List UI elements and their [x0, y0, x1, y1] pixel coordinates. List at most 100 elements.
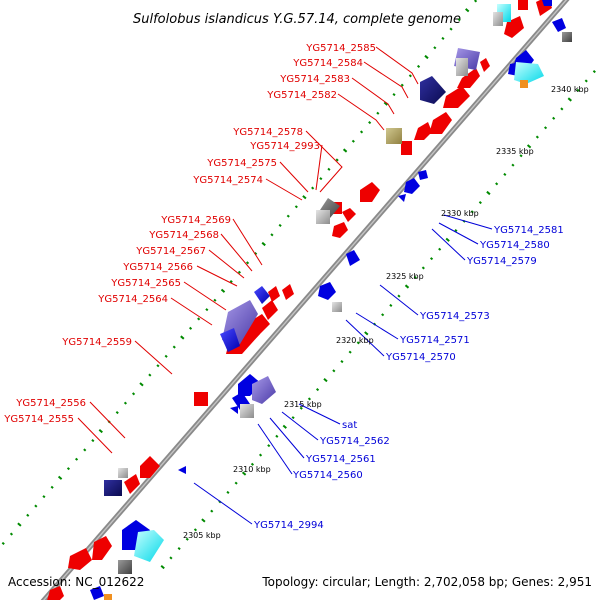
gene-arrow-forward — [414, 122, 432, 140]
gene-box-purple — [252, 376, 276, 404]
tick-label: 2305 kbp — [183, 531, 221, 540]
gene-arrow-reverse — [122, 520, 150, 550]
tick-dot — [408, 74, 412, 78]
gene-arrow-forward — [429, 112, 452, 134]
tick-labels: 2340 kbp 2335 kbp 2330 kbp 2325 kbp 2320… — [183, 85, 589, 540]
genome-summary-text: Topology: circular; Length: 2,702,058 bp… — [261, 575, 592, 589]
gene-label-reverse: sat — [342, 420, 357, 431]
tick-dot — [258, 453, 263, 457]
gene-arrow-reverse — [230, 406, 238, 414]
gene-box-orange — [520, 80, 528, 88]
tick-dot — [543, 126, 548, 130]
tick-dot — [241, 471, 247, 476]
gene-box-dark — [118, 560, 132, 574]
tick-dot — [307, 397, 312, 401]
tick-dot — [229, 279, 233, 284]
tick-dot — [335, 158, 339, 162]
gene-box-forward — [194, 392, 208, 406]
tick-dot — [495, 182, 499, 186]
gene-box-cyan — [514, 62, 544, 84]
gene-arrow-reverse — [346, 250, 360, 266]
tick-dot — [392, 92, 396, 97]
gene-label-forward: YG5714_2566 — [122, 262, 193, 273]
tick-dot — [457, 18, 461, 22]
tick-dot — [340, 359, 344, 364]
tick-dot — [131, 392, 136, 396]
tick-dot — [250, 462, 255, 466]
tick-dot — [213, 298, 217, 302]
forward-strand-shaded-genes — [104, 4, 511, 496]
tick-dot — [169, 556, 173, 560]
tick-dot — [356, 341, 360, 345]
tick-dot — [413, 275, 417, 279]
tick-dot — [180, 335, 185, 340]
tick-dot — [234, 481, 238, 485]
tick-dot — [50, 485, 54, 489]
tick-dot — [473, 0, 478, 3]
gene-arrow-forward — [332, 222, 348, 238]
gene-arrow-reverse — [238, 374, 262, 396]
tick-dot — [389, 303, 393, 307]
tick-dot — [511, 163, 515, 167]
tick-dot — [526, 144, 532, 149]
gene-arrow-forward — [443, 86, 470, 108]
tick-label: 2315 kbp — [284, 400, 322, 409]
tick-dot — [319, 177, 323, 181]
tick-label: 2335 kbp — [496, 147, 534, 156]
gene-label-forward: YG5714_2582 — [266, 90, 337, 101]
tick-dot — [172, 345, 176, 349]
gene-box-navy — [104, 480, 122, 496]
gene-arrow-forward — [68, 548, 92, 570]
tick-dot — [454, 228, 458, 233]
tick-dots-lower — [160, 69, 596, 570]
tick-dot — [156, 364, 160, 368]
gene-box-gray — [316, 210, 330, 224]
map-title: Sulfolobus islandicus Y.G.57.14, complet… — [133, 12, 461, 27]
gene-arrow-reverse — [90, 586, 104, 600]
gene-label-reverse: YG5714_2580 — [479, 240, 550, 251]
tick-dot — [323, 378, 328, 383]
accession-text: Accession: NC_012622 — [8, 575, 144, 589]
tick-dot — [576, 88, 580, 92]
gene-label-forward: YG5714_2564 — [97, 294, 168, 305]
gene-box-olive — [386, 128, 402, 144]
gene-box-blue — [254, 286, 270, 304]
tick-dot — [9, 532, 14, 536]
gene-label-forward: YG5714_2565 — [110, 278, 181, 289]
gene-label-forward: YG5714_2578 — [232, 127, 303, 138]
tick-dot — [424, 54, 429, 60]
gene-label-reverse: YG5714_2573 — [419, 311, 490, 322]
tick-dot — [210, 509, 214, 513]
gene-box-navy — [420, 76, 446, 104]
gene-arrow-reverse — [398, 194, 406, 202]
gene-label-forward: YG5714_2993 — [249, 141, 320, 152]
gene-arrow-forward — [262, 300, 278, 320]
tick-label: 2330 kbp — [441, 209, 479, 218]
tick-dot — [315, 387, 320, 392]
tick-dot — [592, 69, 596, 74]
tick-dot — [560, 107, 564, 111]
gene-box-gray — [456, 58, 468, 76]
tick-dot — [286, 214, 290, 218]
tick-dot — [270, 233, 274, 237]
tick-dot — [429, 257, 434, 261]
gene-box-gray — [493, 12, 503, 26]
gene-box-blue — [220, 328, 240, 352]
tick-label: 2325 kbp — [386, 272, 424, 281]
gene-arrow-forward — [342, 208, 356, 222]
gene-label-forward: YG5714_2556 — [15, 398, 86, 409]
tick-dot — [327, 167, 331, 171]
tick-dot — [123, 401, 128, 405]
gene-label-reverse: YG5714_2562 — [319, 436, 390, 447]
tick-dot — [519, 154, 523, 158]
tick-label: 2320 kbp — [336, 336, 374, 345]
tick-dot — [311, 186, 315, 190]
gene-arrow-forward — [268, 286, 280, 302]
gene-box-dark — [562, 32, 572, 42]
tick-dot — [438, 247, 442, 251]
gene-arrow-forward — [124, 474, 140, 494]
gene-label-forward: YG5714_2574 — [192, 175, 263, 186]
gene-box-forward — [518, 0, 528, 10]
tick-dot — [98, 429, 103, 434]
tick-dot — [177, 546, 181, 551]
